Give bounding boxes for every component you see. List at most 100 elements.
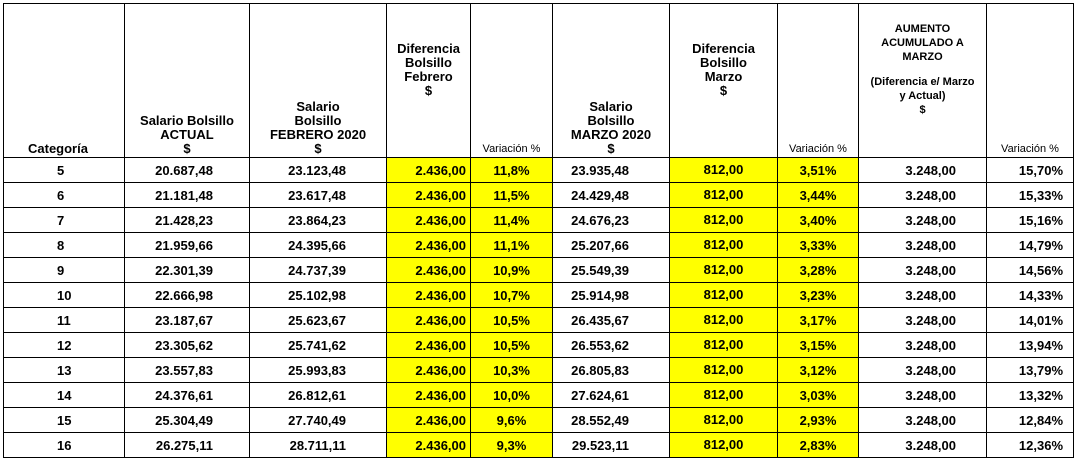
table-row: 6 21.181,48 23.617,48 2.436,00 11,5% 24.429,4…: [3, 182, 1074, 208]
cell-salario-febrero: 23.617,48: [249, 182, 387, 208]
cell-salario-marzo: 29.523,11: [552, 432, 670, 458]
table-row: 14 24.376,61 26.812,61 2.436,00 10,0% 27.624,…: [3, 382, 1074, 408]
cell-categoria: 5: [3, 157, 125, 183]
table-row: 13 23.557,83 25.993,83 2.436,00 10,3% 26.805,…: [3, 357, 1074, 383]
cell-variacion-total: 13,79%: [986, 357, 1074, 383]
cell-salario-actual: 24.376,61: [124, 382, 250, 408]
cell-salario-actual: 25.304,49: [124, 407, 250, 433]
cell-variacion-marzo: 3,44%: [777, 182, 859, 208]
cell-salario-febrero: 23.123,48: [249, 157, 387, 183]
cell-salario-marzo: 23.935,48: [552, 157, 670, 183]
cell-salario-actual: 21.181,48: [124, 182, 250, 208]
cell-variacion-marzo: 2,83%: [777, 432, 859, 458]
cell-diferencia-febrero: 2.436,00: [386, 257, 471, 283]
cell-salario-marzo: 27.624,61: [552, 382, 670, 408]
table-row: 11 23.187,67 25.623,67 2.436,00 10,5% 26.435,…: [3, 307, 1074, 333]
cell-aumento-acumulado: 3.248,00: [858, 257, 987, 283]
cell-salario-febrero: 26.812,61: [249, 382, 387, 408]
cell-diferencia-marzo: 812,00: [669, 357, 778, 383]
cell-diferencia-febrero: 2.436,00: [386, 332, 471, 358]
cell-variacion-febrero: 11,5%: [470, 182, 553, 208]
cell-salario-actual: 21.959,66: [124, 232, 250, 258]
cell-salario-febrero: 25.993,83: [249, 357, 387, 383]
header-diferencia-marzo: Diferencia Bolsillo Marzo $: [669, 3, 778, 158]
cell-diferencia-marzo: 812,00: [669, 432, 778, 458]
cell-variacion-febrero: 9,6%: [470, 407, 553, 433]
table-body: 5 20.687,48 23.123,48 2.436,00 11,8% 23.935,4…: [3, 157, 1074, 458]
cell-variacion-marzo: 3,33%: [777, 232, 859, 258]
cell-salario-febrero: 25.102,98: [249, 282, 387, 308]
cell-categoria: 12: [3, 332, 125, 358]
cell-salario-marzo: 25.549,39: [552, 257, 670, 283]
cell-aumento-acumulado: 3.248,00: [858, 307, 987, 333]
cell-diferencia-marzo: 812,00: [669, 207, 778, 233]
cell-categoria: 8: [3, 232, 125, 258]
table-row: 9 22.301,39 24.737,39 2.436,00 10,9% 25.549,3…: [3, 257, 1074, 283]
cell-salario-febrero: 25.623,67: [249, 307, 387, 333]
cell-diferencia-febrero: 2.436,00: [386, 282, 471, 308]
cell-salario-febrero: 27.740,49: [249, 407, 387, 433]
header-salario-febrero: Salario Bolsillo FEBRERO 2020 $: [249, 3, 387, 158]
cell-salario-febrero: 24.395,66: [249, 232, 387, 258]
cell-variacion-febrero: 11,4%: [470, 207, 553, 233]
cell-diferencia-febrero: 2.436,00: [386, 182, 471, 208]
cell-variacion-marzo: 3,17%: [777, 307, 859, 333]
cell-diferencia-marzo: 812,00: [669, 307, 778, 333]
cell-salario-actual: 26.275,11: [124, 432, 250, 458]
table-row: 5 20.687,48 23.123,48 2.436,00 11,8% 23.935,4…: [3, 157, 1074, 183]
cell-variacion-total: 15,33%: [986, 182, 1074, 208]
cell-variacion-total: 14,79%: [986, 232, 1074, 258]
cell-variacion-febrero: 11,8%: [470, 157, 553, 183]
header-aumento-acumulado: AUMENTO ACUMULADO A MARZO (Diferencia e/…: [858, 3, 987, 158]
cell-salario-actual: 22.301,39: [124, 257, 250, 283]
cell-diferencia-marzo: 812,00: [669, 332, 778, 358]
cell-diferencia-marzo: 812,00: [669, 282, 778, 308]
cell-salario-marzo: 24.429,48: [552, 182, 670, 208]
cell-aumento-acumulado: 3.248,00: [858, 407, 987, 433]
cell-variacion-marzo: 3,40%: [777, 207, 859, 233]
cell-variacion-febrero: 10,7%: [470, 282, 553, 308]
cell-variacion-febrero: 10,5%: [470, 307, 553, 333]
table-row: 10 22.666,98 25.102,98 2.436,00 10,7% 25.914,…: [3, 282, 1074, 308]
cell-variacion-marzo: 3,12%: [777, 357, 859, 383]
cell-variacion-marzo: 2,93%: [777, 407, 859, 433]
cell-variacion-febrero: 11,1%: [470, 232, 553, 258]
table-row: 7 21.428,23 23.864,23 2.436,00 11,4% 24.676,2…: [3, 207, 1074, 233]
cell-categoria: 7: [3, 207, 125, 233]
cell-categoria: 11: [3, 307, 125, 333]
cell-variacion-total: 15,16%: [986, 207, 1074, 233]
table-row: 8 21.959,66 24.395,66 2.436,00 11,1% 25.207,6…: [3, 232, 1074, 258]
cell-variacion-marzo: 3,03%: [777, 382, 859, 408]
cell-categoria: 10: [3, 282, 125, 308]
cell-diferencia-marzo: 812,00: [669, 407, 778, 433]
cell-aumento-acumulado: 3.248,00: [858, 157, 987, 183]
header-diferencia-febrero: Diferencia Bolsillo Febrero $: [386, 3, 471, 158]
cell-variacion-marzo: 3,28%: [777, 257, 859, 283]
salary-table: Categoría Salario Bolsillo ACTUAL $ Sala…: [3, 3, 1074, 458]
cell-diferencia-febrero: 2.436,00: [386, 307, 471, 333]
cell-variacion-febrero: 10,9%: [470, 257, 553, 283]
cell-diferencia-marzo: 812,00: [669, 257, 778, 283]
cell-salario-febrero: 24.737,39: [249, 257, 387, 283]
cell-aumento-acumulado: 3.248,00: [858, 232, 987, 258]
cell-diferencia-marzo: 812,00: [669, 232, 778, 258]
table-row: 15 25.304,49 27.740,49 2.436,00 9,6% 28.552,4…: [3, 407, 1074, 433]
cell-salario-marzo: 25.207,66: [552, 232, 670, 258]
header-variacion-febrero: Variación %: [470, 3, 553, 158]
cell-variacion-total: 14,33%: [986, 282, 1074, 308]
header-categoria: Categoría: [3, 3, 125, 158]
cell-diferencia-febrero: 2.436,00: [386, 157, 471, 183]
cell-variacion-febrero: 10,3%: [470, 357, 553, 383]
cell-variacion-febrero: 10,5%: [470, 332, 553, 358]
cell-salario-actual: 23.557,83: [124, 357, 250, 383]
cell-variacion-total: 12,84%: [986, 407, 1074, 433]
header-salario-actual: Salario Bolsillo ACTUAL $: [124, 3, 250, 158]
cell-variacion-febrero: 9,3%: [470, 432, 553, 458]
cell-diferencia-febrero: 2.436,00: [386, 432, 471, 458]
cell-diferencia-febrero: 2.436,00: [386, 207, 471, 233]
cell-salario-actual: 23.305,62: [124, 332, 250, 358]
cell-aumento-acumulado: 3.248,00: [858, 432, 987, 458]
table-row: 16 26.275,11 28.711,11 2.436,00 9,3% 29.523,1…: [3, 432, 1074, 458]
cell-categoria: 9: [3, 257, 125, 283]
cell-diferencia-marzo: 812,00: [669, 157, 778, 183]
